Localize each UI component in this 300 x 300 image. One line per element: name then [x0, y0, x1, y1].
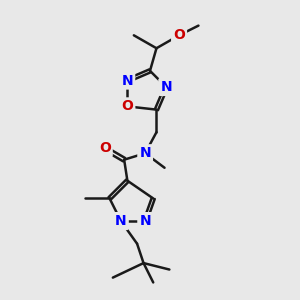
Text: O: O	[173, 28, 185, 42]
Text: N: N	[160, 80, 172, 94]
Text: N: N	[139, 214, 151, 228]
Text: N: N	[115, 214, 127, 228]
Text: N: N	[122, 74, 133, 88]
Text: O: O	[122, 99, 133, 113]
Text: N: N	[139, 146, 151, 160]
Text: O: O	[99, 141, 111, 155]
